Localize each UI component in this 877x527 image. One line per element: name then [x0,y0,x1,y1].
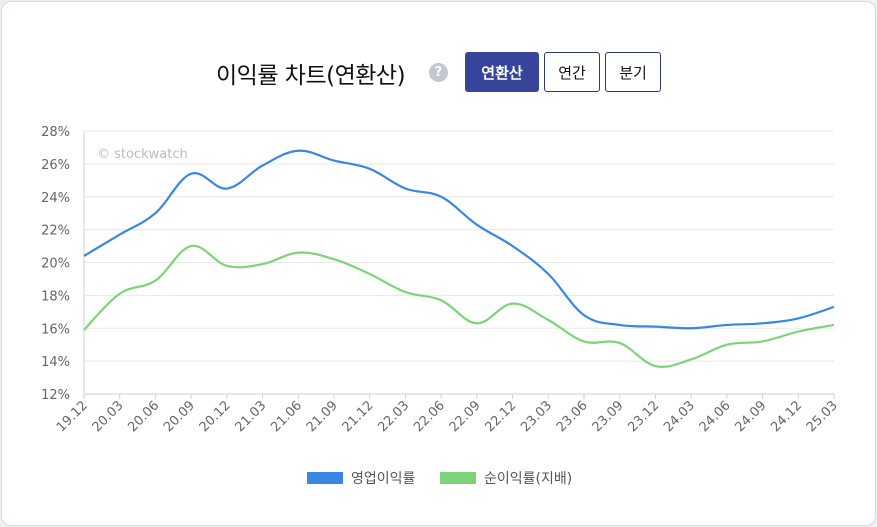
x-tick-label: 20.03 [90,398,127,435]
y-tick-label: 20% [41,257,70,272]
legend: 영업이익률 순이익률(지배) [0,470,877,490]
x-tick-label: 23.12 [625,398,662,435]
x-tick-label: 22.06 [411,398,448,435]
tab-annual[interactable]: 연간 [544,52,600,92]
watermark: © stockwatch [97,147,188,162]
x-tick-label: 22.03 [375,398,412,435]
y-tick-label: 16% [41,322,70,337]
y-tick-label: 12% [41,388,70,403]
y-tick-label: 18% [41,289,70,304]
x-tick-label: 23.06 [554,398,591,435]
x-tick-label: 23.09 [590,398,627,435]
tab-quarterly[interactable]: 분기 [605,52,661,92]
x-axis: 19.1220.0320.0620.0920.1221.0321.0621.09… [54,394,841,435]
x-tick-label: 24.06 [697,398,734,435]
x-tick-label: 21.09 [304,398,341,435]
series-line-operating-margin[interactable] [83,149,835,330]
legend-label-net: 순이익률(지배) [484,471,573,487]
chart-header: 이익률 차트(연환산) ? 연환산 연간 분기 [0,52,877,94]
x-tick-label: 20.09 [161,398,198,435]
x-tick-label: 23.03 [518,398,555,435]
x-tick-label: 19.12 [54,398,91,435]
y-tick-label: 22% [41,224,70,239]
grid-lines [83,130,834,395]
x-tick-label: 24.09 [732,398,769,435]
legend-item-net[interactable]: 순이익률(지배) [440,470,572,488]
x-tick-label: 21.12 [340,398,377,435]
x-tick-label: 20.06 [125,398,162,435]
chart-title: 이익률 차트(연환산) [216,63,406,89]
x-tick-label: 20.12 [197,398,234,435]
series-lines [83,149,835,368]
x-tick-label: 22.09 [447,398,484,435]
x-tick-label: 24.12 [768,398,805,435]
help-icon[interactable]: ? [429,63,448,82]
x-tick-label: 25.03 [804,398,841,435]
legend-swatch-net [440,472,476,484]
y-tick-label: 24% [41,191,70,206]
y-tick-label: 14% [41,355,70,370]
tab-annualized[interactable]: 연환산 [465,52,539,92]
x-tick-label: 24.03 [661,398,698,435]
x-tick-label: 21.06 [268,398,305,435]
legend-item-operating[interactable]: 영업이익률 [307,470,415,488]
legend-swatch-operating [307,472,343,484]
y-axis: 12% 14% 16% 18% 20% 22% 24% 26% 28% [41,125,70,403]
y-tick-label: 28% [41,125,70,140]
legend-label-operating: 영업이익률 [351,471,416,487]
x-tick-label: 21.03 [232,398,269,435]
series-line-net-margin[interactable] [83,244,835,368]
x-tick-label: 22.12 [482,398,519,435]
y-tick-label: 26% [41,158,70,173]
